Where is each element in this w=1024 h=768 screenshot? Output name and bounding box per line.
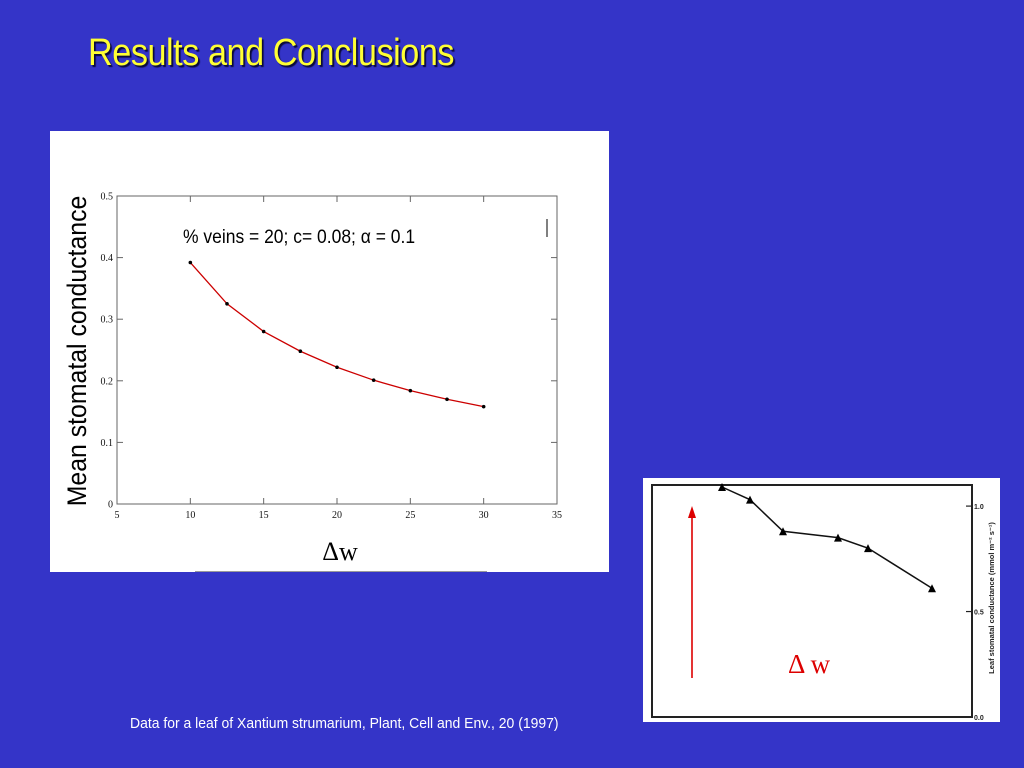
reference-data-point xyxy=(834,533,842,542)
y-axis-label: Mean stomatal conductance xyxy=(63,196,92,507)
x-tick-label: 35 xyxy=(552,510,562,521)
data-point xyxy=(335,365,339,370)
y-tick-label: 0.3 xyxy=(101,315,114,326)
reference-data-point xyxy=(718,483,726,491)
y-tick-label: 0.2 xyxy=(101,376,114,387)
series-line xyxy=(189,262,484,408)
x-tick-label: 20 xyxy=(332,510,342,521)
slide-title: Results and Conclusions xyxy=(88,32,455,74)
y-tick-label: 0.5 xyxy=(101,192,114,203)
y-tick-label: 0 xyxy=(108,500,113,511)
increase-arrow-head xyxy=(688,506,696,518)
main-chart-panel: 5 10 15 20 25 30 35 0 0.1 0.2 0.3 0.4 0.5 % veins = … xyxy=(50,131,609,573)
reference-chart-panel: 0.0 0.5 1.0 Δ w Leaf stomatal conductance … xyxy=(643,478,1000,722)
source-caption: Data for a leaf of Xantium strumarium, P… xyxy=(130,715,559,732)
reference-y-tick-label: 1.0 xyxy=(974,504,984,511)
reference-plot-area xyxy=(651,484,973,718)
x-tick-label: 25 xyxy=(405,510,415,521)
reference-y-tick-label: 0.0 xyxy=(974,715,984,722)
reference-data-point xyxy=(746,495,754,504)
reference-y-axis-label: Leaf stomatal conductance (mmol m⁻² s⁻¹) xyxy=(987,522,996,674)
data-point xyxy=(188,260,193,265)
data-point xyxy=(445,397,449,402)
reference-chart: 0.0 0.5 1.0 Δ w Leaf stomatal conductance … xyxy=(651,483,996,722)
reference-x-label: Δ w xyxy=(788,649,831,679)
reference-y-tick-label: 0.5 xyxy=(974,610,984,617)
data-point xyxy=(298,349,303,354)
x-axis-label: Δw xyxy=(322,537,358,566)
reference-series-line xyxy=(721,486,933,589)
data-point xyxy=(481,404,486,409)
data-point xyxy=(408,388,413,393)
x-tick-label: 10 xyxy=(185,510,195,521)
reference-data-point xyxy=(779,527,787,536)
x-tick-label: 30 xyxy=(479,510,489,521)
chart-annotation: % veins = 20; c= 0.08; α = 0.1 xyxy=(183,225,415,247)
x-tick-label: 5 xyxy=(115,510,120,521)
y-tick-label: 0.4 xyxy=(101,253,114,264)
reference-data-point xyxy=(864,544,872,553)
y-tick-label: 0.1 xyxy=(101,438,114,449)
data-point xyxy=(261,329,266,334)
reference-data-point xyxy=(928,584,936,593)
data-point xyxy=(371,378,376,382)
main-chart: 5 10 15 20 25 30 35 0 0.1 0.2 0.3 0.4 0.5 % veins = … xyxy=(63,192,562,573)
x-tick-label: 15 xyxy=(259,510,269,521)
data-point xyxy=(225,302,229,306)
